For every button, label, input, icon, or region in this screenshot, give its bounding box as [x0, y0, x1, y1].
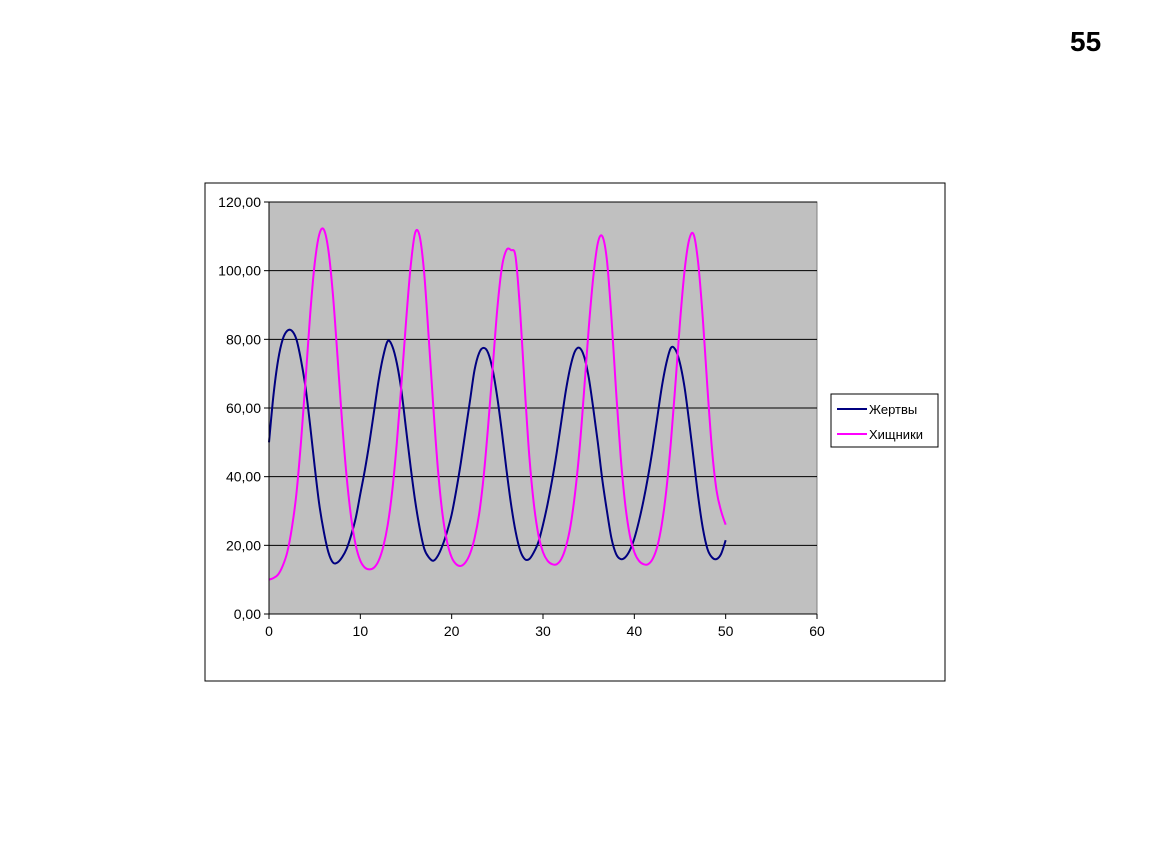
y-tick-label: 0,00: [234, 606, 261, 622]
x-tick-label: 10: [353, 623, 369, 639]
y-tick-label: 20,00: [226, 537, 261, 553]
y-tick-labels: 0,00 20,00 40,00 60,00 80,00 100,00 120,00: [218, 194, 261, 622]
y-tick-label: 60,00: [226, 400, 261, 416]
legend-label: Жертвы: [869, 402, 917, 417]
x-tick-label: 20: [444, 623, 460, 639]
page-number: 55: [1070, 26, 1102, 57]
x-tick-label: 40: [627, 623, 643, 639]
y-tick-label: 40,00: [226, 469, 261, 485]
x-tick-label: 30: [535, 623, 551, 639]
x-tick-label: 0: [265, 623, 273, 639]
x-tick-label: 60: [809, 623, 825, 639]
x-tick-label: 50: [718, 623, 734, 639]
y-tick-label: 100,00: [218, 263, 261, 279]
series-line-1: [268, 328, 727, 565]
legend-box: [830, 393, 939, 448]
legend: Жертвы Хищники: [830, 393, 939, 448]
grid-lines: [269, 201, 817, 546]
series-lines: [268, 227, 727, 581]
series-line-2: [268, 227, 727, 581]
y-tick-label: 80,00: [226, 331, 261, 347]
legend-label: Хищники: [869, 427, 923, 442]
axes: [264, 201, 818, 619]
y-tick-label: 120,00: [218, 194, 261, 210]
x-tick-labels: 0 10 20 30 40 50 60: [265, 623, 825, 639]
